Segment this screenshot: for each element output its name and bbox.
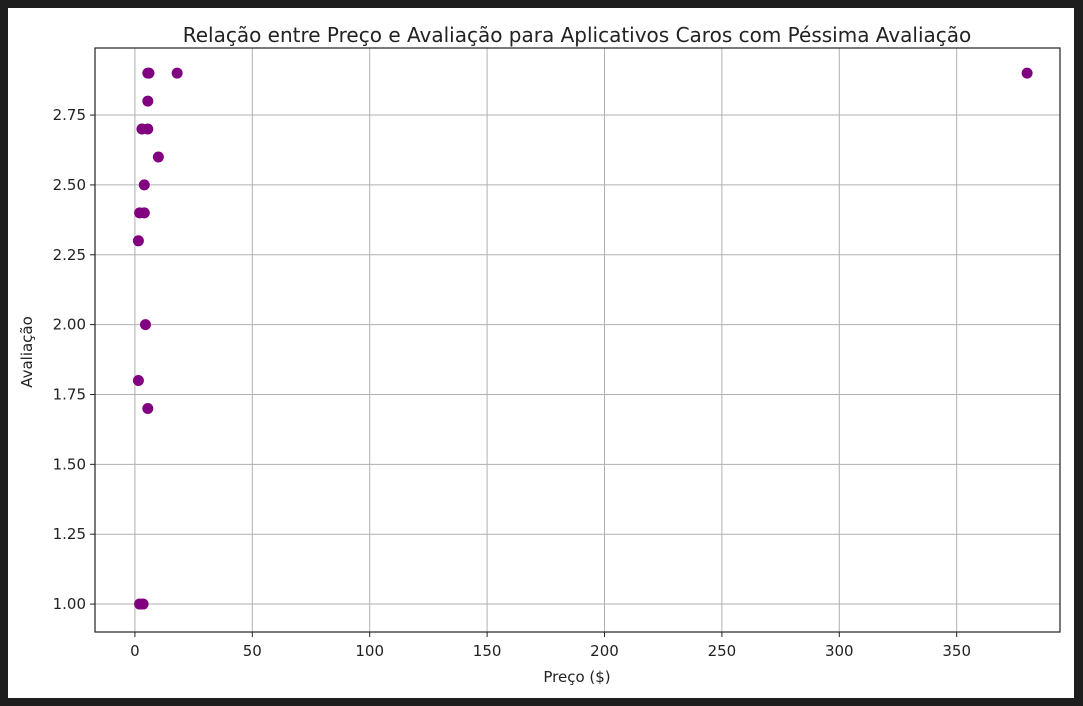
x-tick-label: 250 xyxy=(708,642,737,660)
x-tick-label: 50 xyxy=(243,642,262,660)
y-tick-label: 1.25 xyxy=(53,525,86,543)
x-axis-ticks: 0 50 100 150 200 250 300 350 xyxy=(130,632,971,660)
grid xyxy=(95,48,1060,632)
chart-figure: 0 50 100 150 200 250 300 350 1.00 1.25 1.50 1.75 2.… xyxy=(8,8,1074,698)
y-tick-label: 1.75 xyxy=(53,385,86,403)
y-tick-label: 1.00 xyxy=(53,595,86,613)
y-tick-label: 2.75 xyxy=(53,106,86,124)
x-tick-label: 150 xyxy=(473,642,502,660)
data-point xyxy=(138,207,150,219)
x-axis-label: Preço ($) xyxy=(543,668,610,686)
data-point xyxy=(132,375,144,387)
x-tick-label: 350 xyxy=(942,642,971,660)
y-tick-label: 2.50 xyxy=(53,176,86,194)
data-point xyxy=(137,598,149,610)
y-tick-label: 1.50 xyxy=(53,455,86,473)
data-point xyxy=(142,402,154,414)
data-point xyxy=(132,235,144,247)
data-points xyxy=(132,67,1033,610)
scatter-chart: 0 50 100 150 200 250 300 350 1.00 1.25 1.50 1.75 2.… xyxy=(18,23,1061,686)
x-tick-label: 300 xyxy=(825,642,854,660)
data-point xyxy=(171,67,183,79)
data-point xyxy=(142,95,154,107)
data-point xyxy=(1021,67,1033,79)
plot-frame xyxy=(94,47,1061,633)
data-point xyxy=(142,123,154,135)
data-point xyxy=(138,179,150,191)
y-tick-label: 2.25 xyxy=(53,246,86,264)
data-point xyxy=(143,67,155,79)
x-tick-label: 0 xyxy=(130,642,140,660)
chart-title: Relação entre Preço e Avaliação para Apl… xyxy=(183,23,972,47)
y-axis-label: Avaliação xyxy=(18,316,36,388)
y-tick-label: 2.00 xyxy=(53,316,86,334)
data-point xyxy=(152,151,164,163)
x-tick-label: 200 xyxy=(590,642,619,660)
x-tick-label: 100 xyxy=(355,642,384,660)
y-axis-ticks: 1.00 1.25 1.50 1.75 2.00 2.25 2.50 2.75 xyxy=(53,106,95,613)
data-point xyxy=(139,319,151,331)
